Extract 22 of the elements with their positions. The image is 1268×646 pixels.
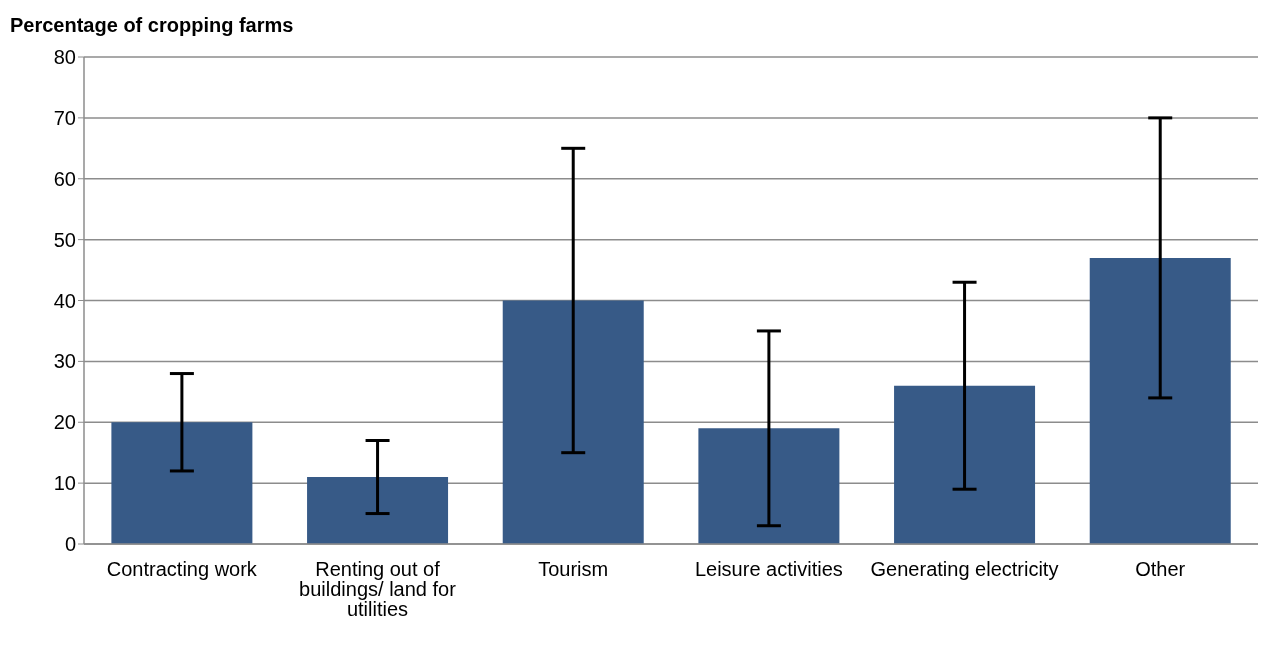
y-tick-label: 20 xyxy=(53,411,76,434)
y-tick-label: 60 xyxy=(53,167,76,190)
bar xyxy=(111,422,253,544)
y-axis-title: Percentage of cropping farms xyxy=(10,14,294,37)
x-tick-label: Contracting work xyxy=(106,558,258,581)
bar xyxy=(502,300,644,544)
bar xyxy=(1089,257,1231,544)
y-tick-label: 30 xyxy=(53,350,76,373)
y-tick-label: 50 xyxy=(53,228,76,251)
x-tick-label: Renting out of buildings/ land for utilities xyxy=(299,558,457,621)
x-tick-label: Other xyxy=(1135,558,1186,581)
x-tick-label: Generating electricity xyxy=(870,558,1059,581)
y-tick-label: 10 xyxy=(53,472,76,495)
bar xyxy=(894,385,1036,544)
y-tick-label: 70 xyxy=(53,106,76,129)
bar xyxy=(307,477,449,544)
bar xyxy=(698,428,840,544)
y-tick-label: 0 xyxy=(64,533,76,556)
y-tick-label: 80 xyxy=(53,46,76,69)
x-tick-label: Tourism xyxy=(538,558,609,581)
x-tick-label: Leisure activities xyxy=(694,558,843,581)
y-tick-label: 40 xyxy=(53,289,76,312)
